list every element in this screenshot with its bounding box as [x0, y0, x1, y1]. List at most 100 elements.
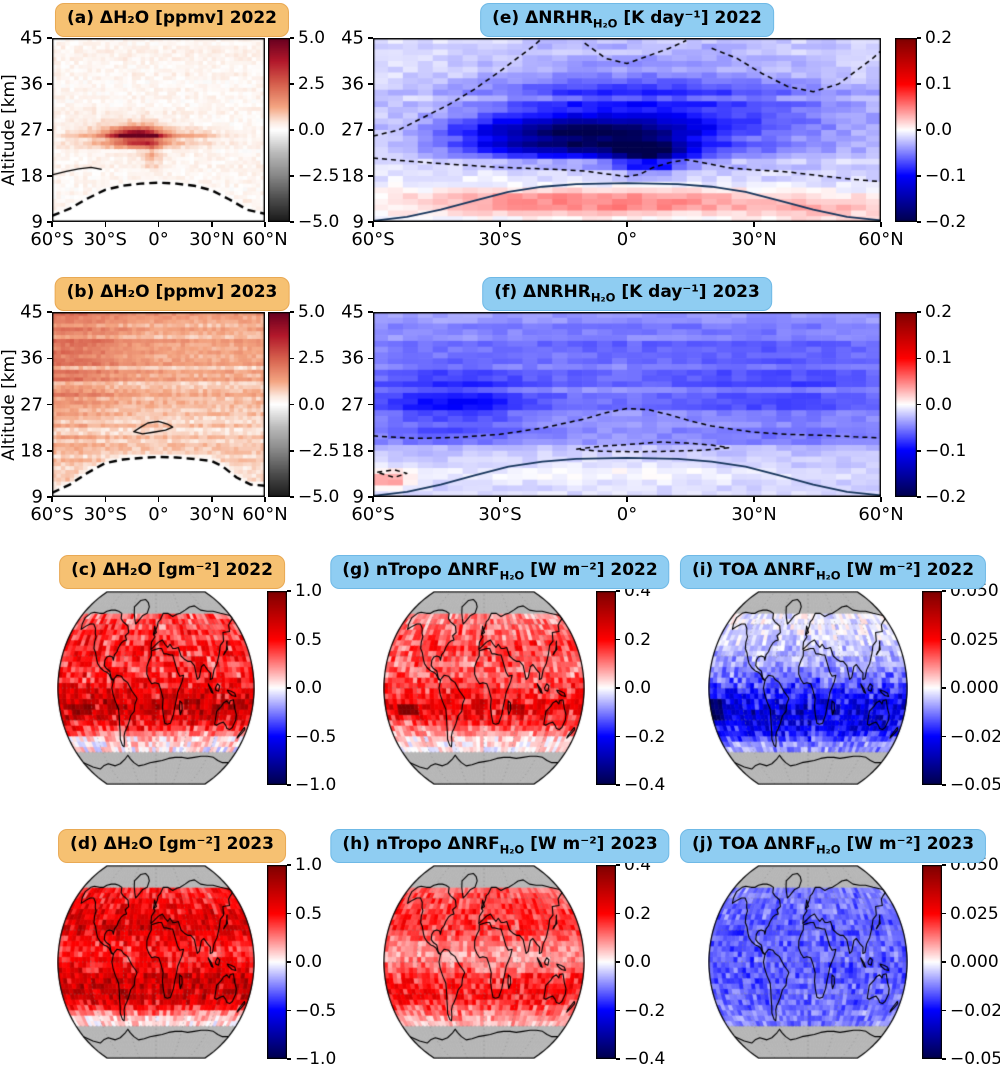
- x-tick-mark: [264, 497, 266, 502]
- colorbar-tick-label: −5.0: [298, 212, 340, 232]
- colorbar-tick-mark: [287, 864, 291, 866]
- x-tick-label: 0°: [616, 229, 638, 250]
- panel-b-heatmap: [52, 312, 265, 497]
- panel-b-colorbar: [268, 312, 290, 497]
- panel-a-colorbar: [268, 38, 290, 222]
- title-text: (i) TOA ΔNRF: [691, 560, 816, 580]
- title-text: (c) ΔH₂O [gm⁻²] 2022: [71, 560, 273, 580]
- panel-h-title-badge: (h) nTropo ΔNRFH₂O [W m⁻²] 2023: [330, 829, 670, 863]
- colorbar-tick-mark: [290, 403, 294, 406]
- colorbar-tick-label: 5.0: [298, 302, 326, 322]
- title-subscript: H₂O: [590, 290, 616, 305]
- colorbar-tick-mark: [287, 687, 291, 689]
- y-tick-label: 9: [352, 486, 364, 508]
- panel-g-colorbar: [596, 591, 616, 785]
- title-text: (f) ΔNRHR: [494, 282, 591, 302]
- colorbar-tick-mark: [917, 357, 921, 359]
- colorbar-tick-mark: [917, 129, 921, 131]
- x-tick-mark: [104, 222, 106, 227]
- x-tick-label: 60°S: [351, 229, 395, 250]
- colorbar-tick-label: −0.2: [925, 212, 967, 232]
- colorbar-tick-mark: [616, 735, 620, 738]
- colorbar-tick-mark: [290, 83, 294, 85]
- x-tick-label: 30°S: [478, 229, 522, 250]
- x-tick-mark: [264, 222, 266, 227]
- colorbar-tick-label: 0.2: [624, 629, 652, 650]
- x-tick-mark: [753, 497, 755, 502]
- colorbar-tick-label: −5.0: [298, 487, 340, 507]
- colorbar-tick-label: 0.5: [295, 629, 323, 650]
- panel-c-title-badge: (c) ΔH₂O [gm⁻²] 2022: [59, 555, 285, 589]
- x-tick-mark: [626, 497, 628, 502]
- colorbar-tick-mark: [942, 735, 946, 738]
- x-tick-label: 0°: [616, 504, 638, 525]
- colorbar-tick-label: 0.0: [925, 120, 953, 140]
- colorbar-tick-mark: [287, 1058, 291, 1060]
- x-tick-label: 60°N: [858, 504, 904, 525]
- panel-f-title-badge: (f) ΔNRHRH₂O [K day⁻¹] 2023: [482, 277, 772, 311]
- y-tick-label: 36: [20, 347, 43, 369]
- y-tick-label: 27: [20, 119, 43, 141]
- y-tick-label: 18: [341, 165, 364, 187]
- y-tick-mark: [47, 357, 52, 359]
- x-tick-label: 60°S: [30, 229, 74, 250]
- title-text: (j) TOA ΔNRF: [691, 834, 816, 854]
- y-tick-label: 18: [20, 440, 43, 462]
- colorbar-tick-label: −0.4: [624, 1049, 666, 1067]
- x-tick-label: 60°S: [30, 504, 74, 525]
- colorbar-tick-label: 1.0: [295, 855, 323, 875]
- colorbar-tick-mark: [287, 590, 291, 592]
- colorbar-tick-mark: [917, 37, 921, 39]
- y-tick-label: 9: [31, 211, 43, 233]
- panel-f-colorbar: [895, 312, 917, 497]
- panel-d-colorbar: [267, 865, 287, 1059]
- panel-j-colorbar: [922, 865, 942, 1059]
- x-tick-mark: [499, 497, 501, 502]
- colorbar-tick-mark: [290, 357, 294, 359]
- x-tick-mark: [626, 222, 628, 227]
- y-tick-mark: [368, 403, 373, 406]
- y-tick-mark: [47, 37, 52, 39]
- x-tick-mark: [211, 497, 213, 502]
- y-tick-label: 27: [341, 119, 364, 141]
- colorbar-tick-mark: [942, 912, 946, 915]
- colorbar-tick-label: −0.2: [925, 487, 967, 507]
- y-tick-label: 9: [31, 486, 43, 508]
- colorbar-tick-label: −1.0: [295, 775, 337, 795]
- colorbar-tick-mark: [942, 784, 946, 786]
- y-tick-mark: [368, 357, 373, 359]
- panel-c-worldmap: [57, 591, 255, 785]
- colorbar-tick-label: 0.0: [295, 952, 323, 972]
- y-tick-mark: [47, 221, 52, 223]
- x-tick-mark: [880, 497, 882, 502]
- x-tick-label: 30°N: [731, 229, 777, 250]
- x-tick-label: 0°: [148, 229, 169, 250]
- y-tick-label: 45: [341, 301, 364, 323]
- y-tick-mark: [368, 129, 373, 131]
- panel-c-colorbar: [267, 591, 287, 785]
- panel-e-title-badge: (e) ΔNRHRH₂O [K day⁻¹] 2022: [480, 3, 774, 37]
- title-text: (a) ΔH₂O [ppmv] 2022: [66, 8, 278, 28]
- title-text: (g) nTropo ΔNRF: [342, 560, 500, 580]
- panel-d-title-badge: (d) ΔH₂O [gm⁻²] 2023: [58, 829, 286, 863]
- colorbar-tick-label: −0.025: [950, 726, 1000, 747]
- colorbar-tick-mark: [942, 961, 946, 963]
- colorbar-tick-label: 0.0: [295, 678, 323, 698]
- y-tick-mark: [368, 496, 373, 498]
- y-tick-label: 45: [341, 27, 364, 49]
- colorbar-tick-label: 0.2: [624, 903, 652, 924]
- y-tick-mark: [47, 129, 52, 131]
- y-tick-mark: [47, 450, 52, 452]
- colorbar-tick-mark: [942, 1058, 946, 1060]
- colorbar-tick-label: 2.5: [298, 74, 326, 94]
- colorbar-tick-label: −0.050: [950, 1049, 1000, 1067]
- colorbar-tick-mark: [290, 221, 294, 223]
- y-tick-label: 36: [341, 347, 364, 369]
- y-tick-mark: [368, 37, 373, 39]
- y-tick-mark: [368, 175, 373, 177]
- x-tick-mark: [104, 497, 106, 502]
- colorbar-tick-mark: [290, 37, 294, 39]
- colorbar-tick-mark: [917, 450, 921, 452]
- colorbar-tick-mark: [917, 175, 921, 177]
- colorbar-tick-label: −0.025: [950, 1000, 1000, 1021]
